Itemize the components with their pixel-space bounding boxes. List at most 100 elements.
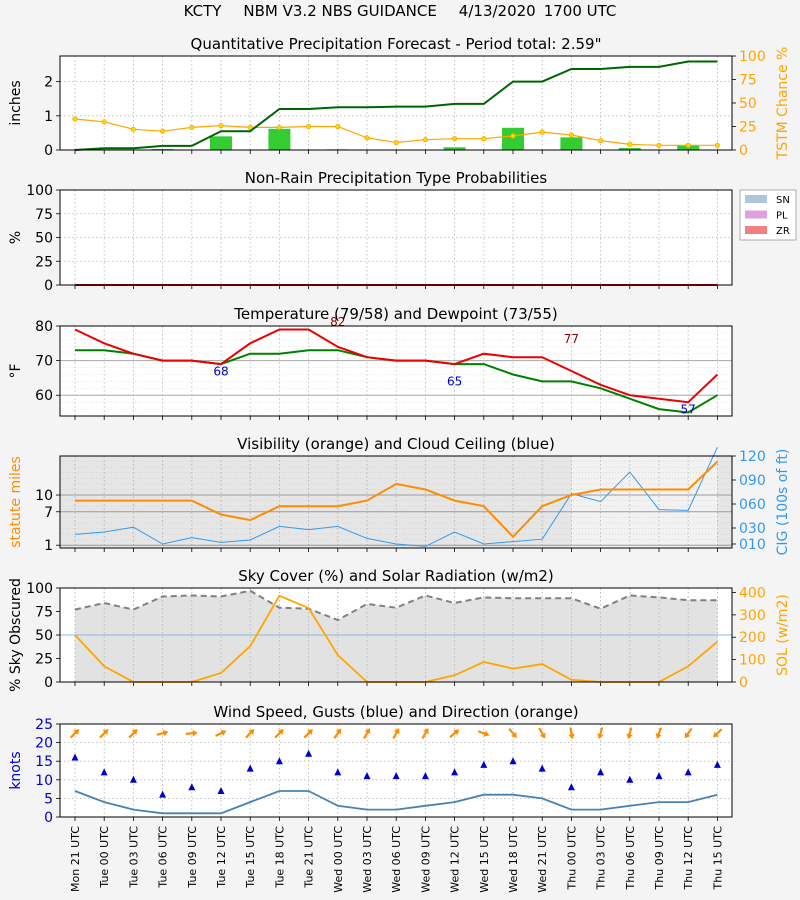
x-tick-label: Tue 09 UTC [186,826,199,889]
x-tick-label: Thu 00 UTC [565,826,578,891]
y-axis-label: knots [8,751,24,789]
wind-gust-marker [626,775,634,783]
plot-area [60,56,732,150]
tstm-point [335,123,341,130]
tstm-point [305,123,312,130]
tstm-point [364,135,370,141]
ceiling-line [74,446,718,547]
tstm-point [72,116,78,122]
qpf-period-bar [443,147,466,150]
extreme-annotation: 57 [681,402,696,416]
legend-swatch-pl [745,210,767,219]
wind-speed-line [74,790,718,815]
y2-tick-label: 300 [739,608,766,624]
x-tick-label: Thu 09 UTC [653,826,666,891]
wind-direction-arrow [538,727,546,739]
wind-gust-marker [509,757,517,765]
y2-tick-label: 010 [739,537,766,553]
visibility-line [75,460,719,539]
qpf-period-bar [502,127,524,150]
y2-tick-label: 0 [739,143,748,159]
y-tick-label: 0 [44,675,53,691]
x-tick-label: Tue 06 UTC [157,826,170,889]
wind-direction-arrow [99,729,109,739]
wind-gust-marker [217,786,225,794]
tstm-point [218,122,224,129]
sky-solar-panel: 0 25 50 75 100 0 100 200 300 400 Sky Cover (%) and… [8,567,791,692]
wind-gust-marker [655,772,663,780]
shaded-region [571,456,718,548]
qpf-accumulated-line [74,60,718,151]
arrow-head [393,728,400,735]
tstm-point [189,124,195,131]
x-tick-label: Tue 00 UTC [98,826,111,889]
arrow-head [73,729,80,735]
tstm-point [597,138,604,144]
panel-title: Wind Speed, Gusts (blue) and Direction (… [213,703,578,721]
wind-gust-marker [567,783,575,791]
y-tick-label: 7 [44,505,53,521]
wind-gust-marker [71,753,79,761]
sky-cover-line [74,589,718,622]
wind-direction-arrow [274,729,284,739]
y2-axis-label: CIG (100s of ft) [775,449,791,556]
wind-gust-marker [538,764,546,772]
wind-gust-marker [159,790,167,798]
x-tick-label: Wed 00 UTC [332,826,345,893]
qpf-period-bar [268,128,291,150]
wind-direction-arrow [215,729,227,737]
y-axis-label: statute miles [8,456,24,548]
arrow-head [131,729,138,735]
x-tick-label: Wed 15 UTC [478,826,491,893]
plot-border [59,587,733,683]
y2-axis-label: TSTM Chance % [775,47,791,161]
tstm-point [510,133,516,139]
tstm-point [247,124,253,131]
x-tick-label: Thu 03 UTC [595,826,608,891]
wind-gust-marker [597,768,605,776]
legend-label-pl: PL [776,211,788,222]
arrow-head [483,730,490,737]
x-tick-label: Wed 18 UTC [507,826,520,893]
tstm-point [539,129,545,135]
plot-border [59,455,733,549]
y2-tick-label: 100 [739,653,766,669]
y-tick-label: 50 [35,628,53,644]
wind-gust-marker [275,757,283,765]
wind-direction-arrow [185,730,198,737]
y2-tick-label: 100 [739,49,766,65]
y-tick-label: 10 [35,773,53,789]
y-tick-label: 50 [35,231,53,247]
plot-border [59,189,733,286]
y-tick-label: 5 [44,791,53,807]
tstm-point [160,128,166,134]
wind-gust-marker [129,775,137,783]
x-tick-label: Wed 09 UTC [419,826,432,893]
extreme-annotation: 82 [330,315,345,329]
x-tick-label: Wed 03 UTC [361,826,374,893]
x-tick-label: Tue 12 UTC [215,826,228,889]
arrow-head [277,729,284,735]
arrow-head [655,733,662,739]
x-tick-label: Tue 03 UTC [127,826,140,889]
legend-label-zr: ZR [776,226,790,237]
wind-gust-marker [334,768,342,776]
y2-tick-label: 090 [739,473,766,489]
wind-direction-arrow [597,727,604,740]
wind-direction-arrow [333,728,342,739]
ptype-legend: SN PL ZR [739,189,797,241]
tstm-point [568,132,575,138]
wind-direction-arrow [156,729,169,737]
y2-tick-label: 030 [739,521,766,537]
y-tick-label: 75 [35,207,53,223]
tstm-point [627,141,633,147]
y-tick-label: 15 [35,754,53,770]
tstm-point [130,126,136,132]
wind-gust-marker [246,764,254,772]
y-tick-label: 1 [44,109,53,125]
ptype-panel: 0 25 50 75 100 Non-Rain Precipitation Type Pr… [8,169,797,294]
panel-title: Quantitative Precipitation Forecast - Pe… [191,35,602,53]
arrow-head [335,728,342,735]
y-tick-label: 20 [35,736,53,752]
wind-direction-arrow [303,729,313,739]
